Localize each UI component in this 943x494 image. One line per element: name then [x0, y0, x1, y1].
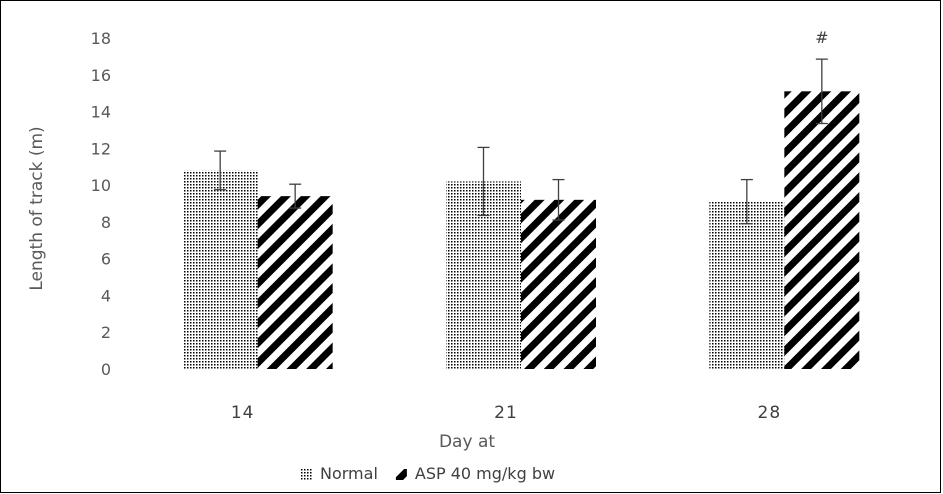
bars-group: # [182, 28, 860, 370]
y-tick-label: 2 [101, 323, 111, 342]
y-axis-title: Length of track (m) [27, 126, 47, 290]
legend-label: Normal [320, 464, 378, 483]
legend-swatch-asp [395, 469, 407, 480]
y-tick-label: 16 [91, 66, 111, 85]
bar-normal-day-14 [182, 170, 258, 369]
bar-normal-day-28 [709, 201, 785, 369]
x-category-label: 28 [758, 403, 782, 423]
legend-swatch-normal [301, 469, 312, 480]
y-tick-label: 10 [91, 176, 111, 195]
legend: Normal ASP 40 mg/kg bw [301, 464, 555, 483]
x-category-label: 14 [231, 403, 255, 423]
bar-asp-day-21 [521, 199, 596, 369]
legend-label: ASP 40 mg/kg bw [415, 464, 555, 483]
x-axis-title: Day at [439, 432, 495, 452]
y-tick-label: 14 [91, 103, 111, 122]
significance-marker: # [815, 28, 828, 47]
y-tick-label: 6 [101, 250, 111, 269]
y-tick-label: 8 [101, 213, 111, 232]
y-tick-label: 12 [91, 139, 111, 158]
x-category-label: 21 [494, 403, 518, 423]
x-axis-categories: 14 21 28 [231, 403, 782, 423]
bar-asp-day-28 [784, 91, 860, 370]
y-axis-ticks: 0 2 4 6 8 10 12 14 16 18 [91, 29, 111, 379]
y-tick-label: 18 [91, 29, 111, 48]
y-tick-label: 0 [101, 360, 111, 379]
bar-asp-day-14 [257, 196, 333, 369]
y-tick-label: 4 [101, 286, 111, 305]
